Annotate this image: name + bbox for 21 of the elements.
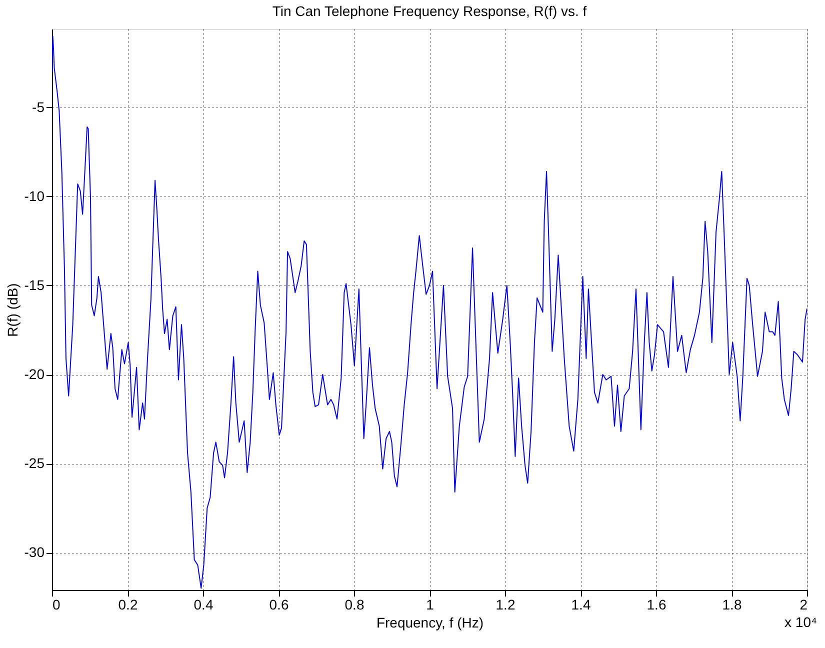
x-tick-label: 1.8 <box>722 596 742 612</box>
y-tick-label: -25 <box>24 455 45 472</box>
y-axis-title: R(f) (dB) <box>4 283 20 337</box>
x-tick-label: 0.8 <box>344 596 364 612</box>
y-tick-label: -30 <box>24 544 45 560</box>
x-tick-label: 0.2 <box>118 596 138 612</box>
x-tick-label: 1.4 <box>571 596 591 612</box>
y-tick-label: -10 <box>24 188 45 204</box>
x-tick-label: 1 <box>426 596 434 612</box>
y-tick-label: -5 <box>32 98 45 115</box>
x-tick-label: 0 <box>52 596 60 612</box>
text: x 10⁴ <box>784 614 817 630</box>
x-tick-label: 1.2 <box>496 596 516 612</box>
x-tick-label: 0.4 <box>194 596 214 612</box>
x-tick-label: 0.6 <box>269 596 289 612</box>
chart-title: Tin Can Telephone Frequency Response, R(f) vs. f <box>272 3 587 19</box>
x-tick-label: 2 <box>800 596 808 612</box>
x-tick-label: 1.6 <box>646 596 666 612</box>
y-tick-label: -20 <box>24 366 45 382</box>
x-axis-title: Frequency, f (Hz) <box>376 614 484 630</box>
y-tick-label: -15 <box>24 276 45 293</box>
